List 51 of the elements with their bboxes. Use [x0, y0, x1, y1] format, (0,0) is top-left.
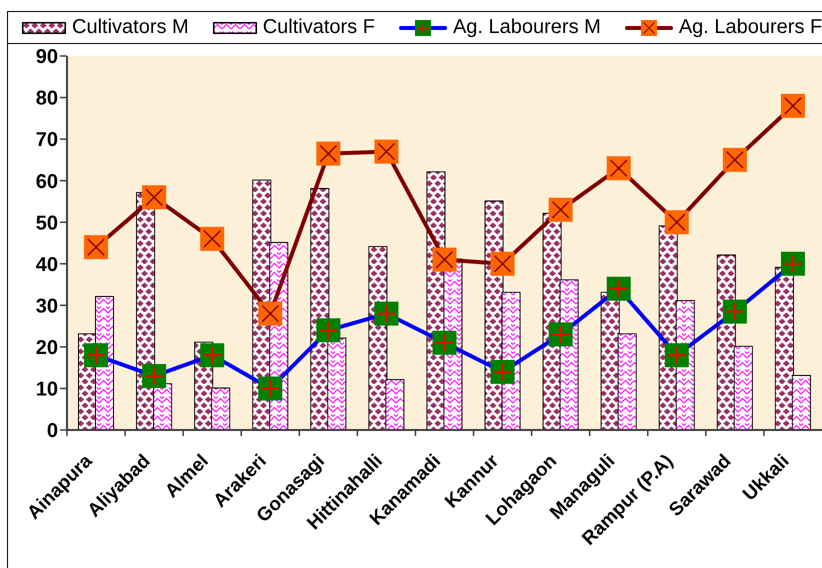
point [432, 248, 456, 272]
y-tick-label: 50 [36, 212, 58, 234]
bar [328, 338, 346, 430]
point [84, 343, 108, 368]
point [606, 156, 631, 180]
point [722, 148, 747, 172]
bar [602, 292, 619, 430]
bar [369, 247, 386, 430]
point [548, 198, 573, 222]
point [490, 360, 515, 384]
bar [154, 384, 172, 430]
legend-label: Cultivators M [72, 16, 189, 39]
y-tick-label: 20 [36, 336, 58, 359]
point [258, 302, 282, 326]
point [374, 302, 398, 326]
point [548, 322, 573, 346]
point [664, 210, 689, 234]
bar [311, 188, 328, 430]
point [142, 364, 166, 388]
y-tick-label: 60 [36, 170, 58, 193]
point [780, 94, 805, 118]
point [316, 142, 340, 166]
y-tick-label: 10 [36, 378, 58, 401]
bar [212, 388, 230, 430]
legend-label: Cultivators F [262, 16, 375, 39]
legend-label: Ag. Labourers M [452, 16, 601, 39]
point [490, 252, 515, 276]
bar [734, 346, 752, 430]
point [142, 185, 166, 210]
point [258, 376, 282, 400]
y-tick-label: 30 [36, 295, 58, 318]
point [722, 300, 747, 324]
y-tick-label: 70 [36, 129, 58, 152]
point [432, 330, 456, 355]
point [374, 140, 398, 164]
bar [386, 380, 404, 430]
point [606, 276, 631, 301]
y-tick-label: 80 [36, 88, 58, 110]
point [664, 343, 689, 368]
legend-label: Ag. Labourers F [678, 16, 822, 39]
bar [776, 268, 793, 430]
point [84, 235, 108, 260]
y-tick-label: 0 [46, 420, 58, 442]
point [200, 226, 224, 251]
point [200, 343, 224, 368]
y-tick-label: 90 [36, 46, 58, 68]
point [780, 252, 805, 276]
y-tick-label: 40 [36, 254, 58, 276]
bar [792, 376, 810, 430]
point [316, 318, 340, 342]
bar [618, 334, 636, 430]
